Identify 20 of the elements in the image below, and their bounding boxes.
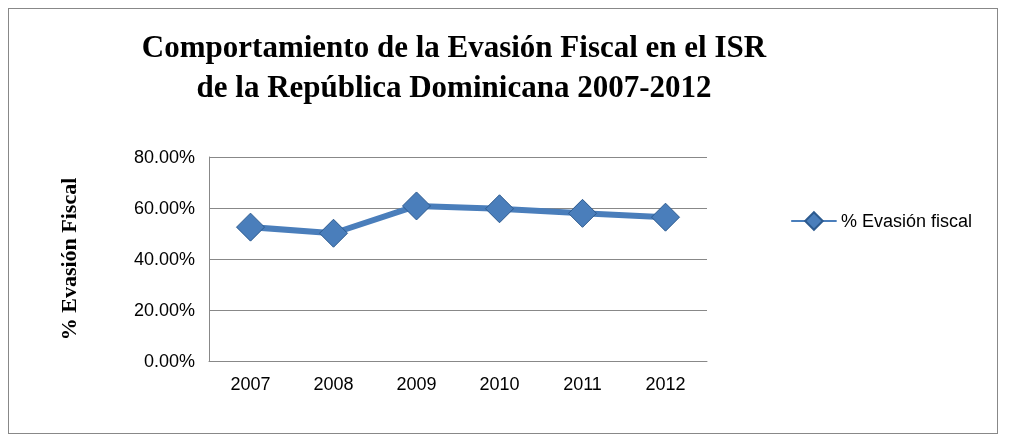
point [319, 218, 348, 248]
y-tick-label: 0.00% [143, 351, 195, 371]
x-tick-label: 2008 [313, 374, 354, 394]
y-tick-label: 60.00% [133, 198, 195, 218]
x-tick-label: 2012 [645, 374, 686, 394]
y-tick-label: 20.00% [133, 300, 195, 320]
y-tick-label: 40.00% [133, 249, 195, 269]
x-tick-label: 2011 [563, 374, 602, 394]
x-tick-label: 2007 [230, 374, 271, 394]
point [485, 194, 514, 224]
point [402, 191, 431, 221]
x-tick-label: 2009 [396, 374, 437, 394]
y-axis-title: % Evasión Fiscal [55, 177, 81, 341]
point [236, 212, 265, 242]
y-tick-label: 80.00% [133, 147, 195, 167]
legend-label: % Evasión fiscal [840, 211, 973, 231]
x-tick-label: 2010 [479, 374, 520, 394]
point [651, 202, 680, 232]
chart-title: Comportamiento de la Evasión Fiscal en el ISR de la República Dominicana 2007-2012 [141, 28, 767, 104]
point [568, 198, 597, 228]
